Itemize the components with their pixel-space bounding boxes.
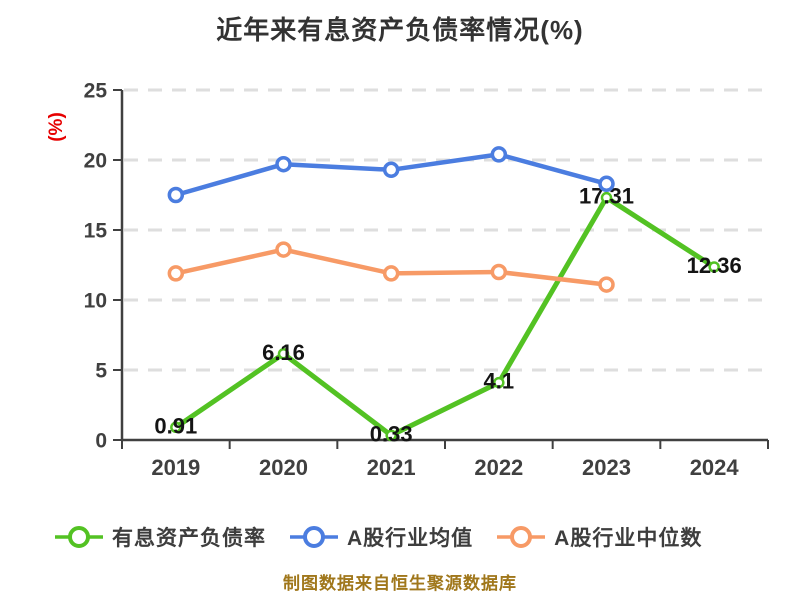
svg-text:0.91: 0.91	[154, 413, 197, 438]
svg-text:12.36: 12.36	[687, 253, 742, 278]
svg-text:15: 15	[84, 220, 108, 243]
chart-title: 近年来有息资产负债率情况(%)	[216, 15, 584, 45]
svg-text:2021: 2021	[367, 455, 416, 480]
svg-text:2022: 2022	[474, 455, 523, 480]
line-dot-marker-icon	[290, 526, 338, 548]
svg-text:0: 0	[95, 430, 107, 453]
line-dot-marker-icon	[55, 526, 103, 548]
legend-label: 有息资产负债率	[112, 527, 266, 550]
svg-text:6.16: 6.16	[262, 340, 305, 365]
legend-item-interest-bearing-debt-ratio[interactable]: 有息资产负债率	[55, 522, 266, 552]
chart-legend: 有息资产负债率 A股行业均值 A股行业中位数	[55, 522, 702, 552]
svg-text:25: 25	[84, 80, 108, 103]
svg-text:2020: 2020	[259, 455, 308, 480]
line-dot-marker-icon	[497, 526, 546, 548]
svg-text:0.33: 0.33	[370, 421, 413, 446]
data-source-note: 制图数据来自恒生聚源数据库	[283, 574, 517, 593]
svg-text:2019: 2019	[151, 455, 200, 480]
legend-item-a-share-industry-median[interactable]: A股行业中位数	[497, 522, 702, 552]
legend-label: A股行业均值	[347, 527, 474, 550]
svg-text:10: 10	[84, 290, 107, 313]
svg-text:4.1: 4.1	[484, 369, 515, 394]
svg-text:2024: 2024	[690, 455, 740, 480]
legend-item-a-share-industry-mean[interactable]: A股行业均值	[290, 522, 473, 552]
svg-text:20: 20	[84, 150, 107, 173]
svg-text:5: 5	[95, 360, 107, 383]
svg-text:2023: 2023	[582, 455, 631, 480]
legend-label: A股行业中位数	[554, 527, 703, 550]
